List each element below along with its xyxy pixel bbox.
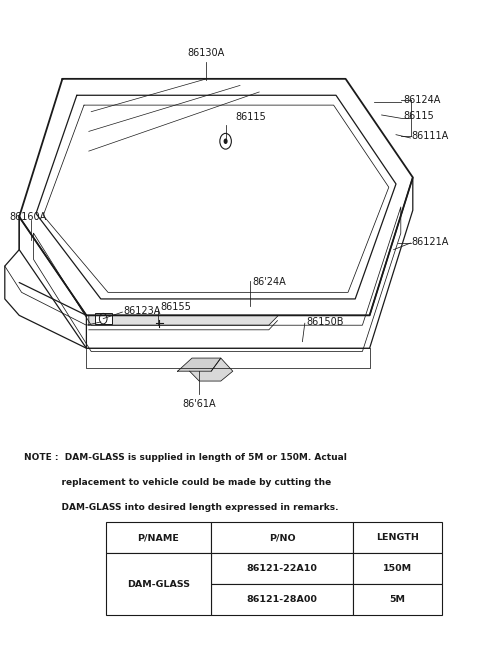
Text: 86150B: 86150B bbox=[306, 317, 344, 327]
Polygon shape bbox=[190, 358, 233, 381]
Bar bbox=[211, 553, 353, 584]
Text: 86121-22A10: 86121-22A10 bbox=[247, 564, 317, 573]
Bar bbox=[353, 584, 442, 615]
Bar bbox=[106, 522, 211, 553]
Bar bbox=[106, 553, 211, 615]
Text: P/NAME: P/NAME bbox=[137, 533, 180, 542]
Circle shape bbox=[224, 139, 228, 144]
Text: NOTE :  DAM-GLASS is supplied in length of 5M or 150M. Actual: NOTE : DAM-GLASS is supplied in length o… bbox=[24, 453, 347, 463]
Bar bbox=[95, 313, 112, 324]
Text: 86115: 86115 bbox=[403, 111, 434, 122]
Text: 86130A: 86130A bbox=[188, 48, 225, 58]
Text: LENGTH: LENGTH bbox=[376, 533, 419, 542]
Text: 86121-28A00: 86121-28A00 bbox=[247, 595, 317, 604]
Bar bbox=[211, 522, 353, 553]
Text: DAM-GLASS: DAM-GLASS bbox=[127, 579, 190, 589]
Text: 86124A: 86124A bbox=[403, 95, 441, 105]
Text: DAM-GLASS into desired length expressed in remarks.: DAM-GLASS into desired length expressed … bbox=[24, 503, 338, 512]
Bar bbox=[353, 522, 442, 553]
Bar bbox=[353, 553, 442, 584]
Text: 86123A: 86123A bbox=[124, 306, 161, 316]
Text: 86111A: 86111A bbox=[412, 131, 449, 141]
Text: 150M: 150M bbox=[383, 564, 412, 573]
Text: 86121A: 86121A bbox=[412, 237, 449, 247]
Text: 86160A: 86160A bbox=[10, 212, 47, 222]
Polygon shape bbox=[178, 358, 221, 371]
Bar bbox=[211, 584, 353, 615]
Text: 86'61A: 86'61A bbox=[182, 399, 216, 409]
Text: 86'24A: 86'24A bbox=[252, 277, 286, 287]
Polygon shape bbox=[89, 315, 278, 325]
Text: P/NO: P/NO bbox=[269, 533, 295, 542]
Text: 86155: 86155 bbox=[161, 302, 192, 313]
Text: 5M: 5M bbox=[389, 595, 405, 604]
Text: 86115: 86115 bbox=[235, 112, 266, 122]
Text: replacement to vehicle could be made by cutting the: replacement to vehicle could be made by … bbox=[24, 478, 331, 487]
